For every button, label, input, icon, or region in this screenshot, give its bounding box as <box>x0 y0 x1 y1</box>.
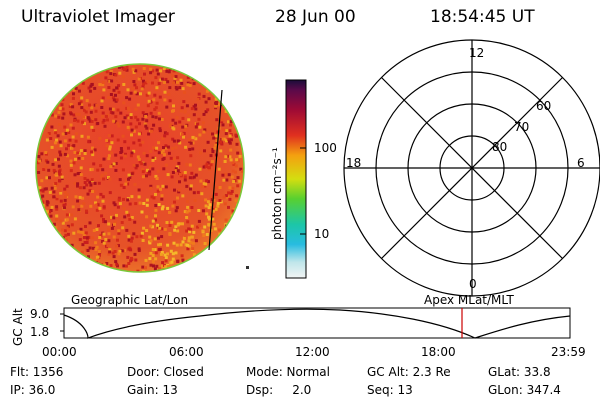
timeline-y-label: GC Alt <box>11 308 25 346</box>
status-ip: IP: 36.0 <box>10 383 56 397</box>
status-flight: Flt: 1356 <box>10 365 64 379</box>
timeline-y-tick-1-8: 1.8 <box>30 325 50 339</box>
status-glat: GLat: 33.8 <box>488 365 551 379</box>
status-glon: GLon: 347.4 <box>488 383 561 397</box>
polar-plot <box>343 39 600 297</box>
instrument-title: Ultraviolet Imager <box>21 7 175 27</box>
timeline-x-tick-1800: 18:00 <box>421 345 456 359</box>
colorbar-tick-100: 100 <box>314 141 337 155</box>
lat-label-70: 70 <box>514 120 530 134</box>
status-door: Door: Closed <box>127 365 204 379</box>
timeline-x-tick-0600: 06:00 <box>169 345 204 359</box>
timeline-x-tick-1200: 12:00 <box>295 345 330 359</box>
terminator-line <box>208 89 223 251</box>
timeline-right-title: Apex MLat/MLT <box>424 293 514 307</box>
timeline-x-tick-2359: 23:59 <box>551 345 586 359</box>
status-gc-alt: GC Alt: 2.3 Re <box>367 365 451 379</box>
pixel-dot <box>246 266 249 269</box>
mlt-label-0: 0 <box>469 277 477 291</box>
lat-label-60: 60 <box>536 99 552 113</box>
timeline-x-tick-0000: 00:00 <box>42 345 77 359</box>
colorbar-tick-10: 10 <box>314 227 330 241</box>
timeline-y-tick-9: 9.0 <box>30 307 50 321</box>
mlt-label-12: 12 <box>469 46 485 60</box>
time-label: 18:54:45 UT <box>430 7 535 27</box>
status-gain: Gain: 13 <box>127 383 178 397</box>
status-mode: Mode: Normal <box>246 365 330 379</box>
colorbar-unit-label: photon cm⁻²s⁻¹ <box>270 147 284 240</box>
date-label: 28 Jun 00 <box>275 7 356 27</box>
uv-earth-image <box>35 63 249 273</box>
timeline-plot <box>60 307 571 339</box>
timeline-left-title: Geographic Lat/Lon <box>71 293 189 307</box>
mlt-label-6: 6 <box>577 156 585 170</box>
status-seq: Seq: 13 <box>367 383 413 397</box>
status-dsp: Dsp: 2.0 <box>246 383 312 397</box>
lat-label-80: 80 <box>492 140 508 154</box>
mlt-label-18: 18 <box>346 156 362 170</box>
colorbar <box>285 79 307 279</box>
